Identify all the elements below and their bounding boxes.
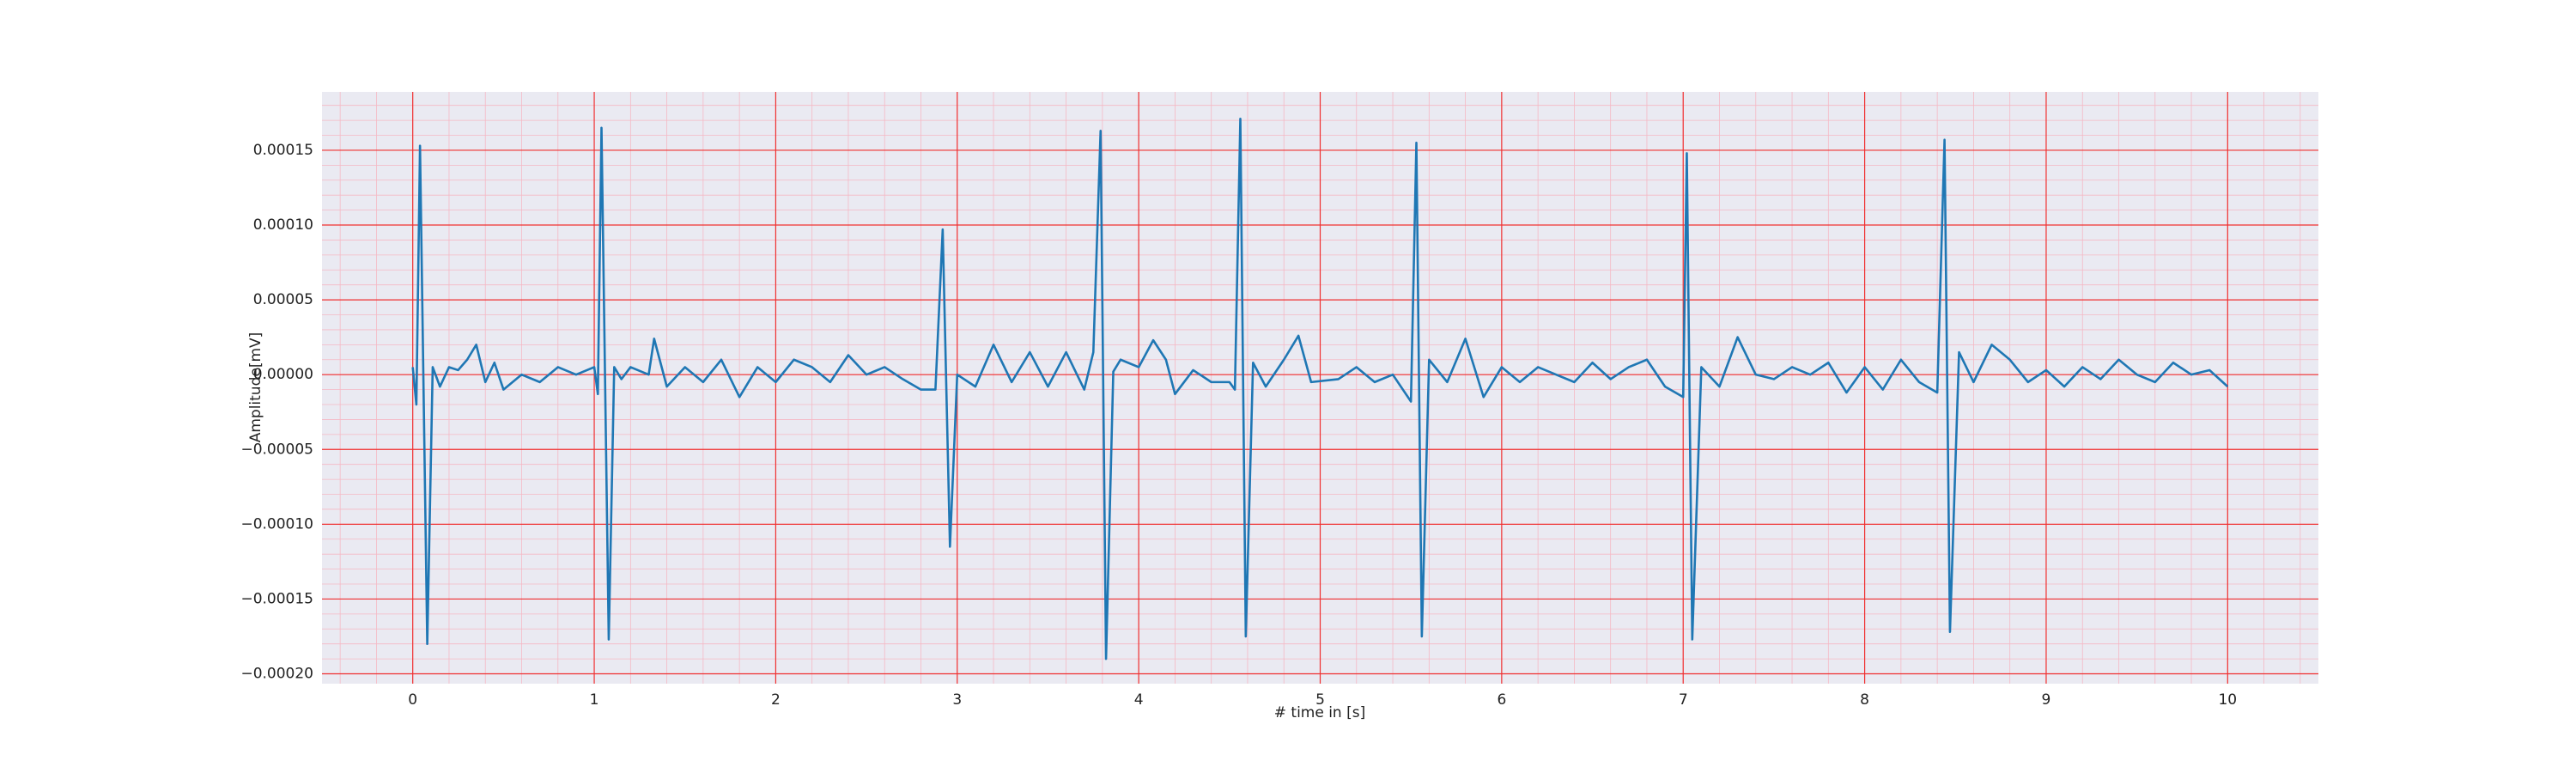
- x-tick-label: 10: [2218, 691, 2237, 709]
- x-axis-label: # time in [s]: [1274, 704, 1365, 721]
- x-tick-label: 7: [1679, 691, 1688, 709]
- y-tick-label: 0.00005: [253, 291, 313, 308]
- y-axis-label: Amplitude[mV]: [247, 332, 264, 443]
- y-tick-label: 0.00015: [253, 142, 313, 159]
- x-tick-label: 3: [952, 691, 962, 709]
- y-tick-label: −0.00020: [240, 666, 313, 683]
- x-tick-label: 9: [2042, 691, 2051, 709]
- x-tick-label: 6: [1497, 691, 1506, 709]
- x-tick-label: 0: [408, 691, 417, 709]
- y-tick-label: −0.00015: [240, 590, 313, 607]
- y-tick-label: −0.00005: [240, 441, 313, 458]
- y-tick-label: −0.00010: [240, 515, 313, 533]
- y-tick-label: 0.00000: [253, 366, 313, 383]
- x-tick-label: 8: [1860, 691, 1869, 709]
- x-tick-label: 2: [771, 691, 781, 709]
- x-tick-label: 4: [1134, 691, 1144, 709]
- grid: [322, 92, 2318, 684]
- y-tick-label: 0.00010: [253, 216, 313, 234]
- x-tick-label: 5: [1315, 691, 1325, 709]
- signal-line: [411, 118, 2229, 660]
- x-tick-label: 1: [590, 691, 599, 709]
